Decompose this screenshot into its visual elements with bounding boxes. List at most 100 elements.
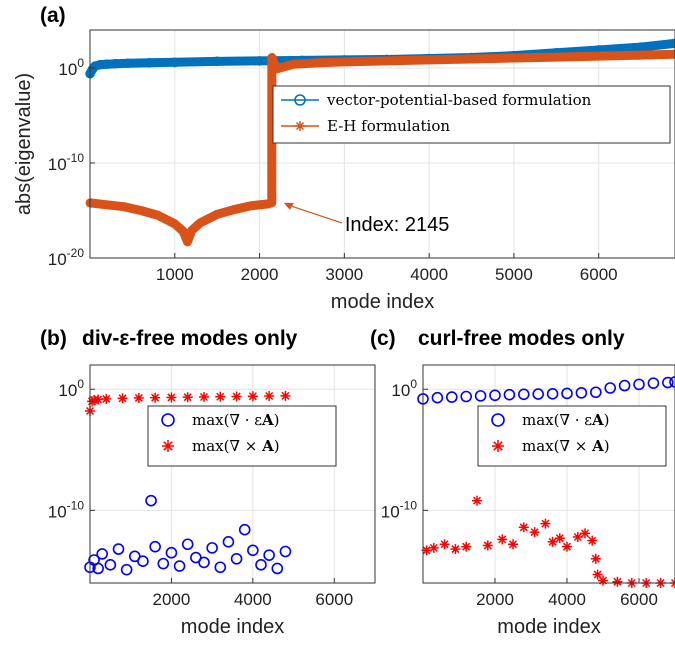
y-tick-label: 10-20 xyxy=(48,246,85,269)
x-tick-label: 4000 xyxy=(234,590,272,609)
data-point-asterisk xyxy=(439,539,450,550)
data-point-asterisk xyxy=(540,518,551,529)
data-point-asterisk-stroke xyxy=(588,536,597,545)
data-point-asterisk xyxy=(518,522,529,533)
data-point-asterisk xyxy=(119,202,128,211)
y-tick-label: 10-10 xyxy=(48,498,85,521)
data-point-asterisk-stroke xyxy=(425,56,433,64)
legend-label: E-H formulation xyxy=(327,117,450,135)
data-point-asterisk xyxy=(272,64,281,73)
data-point-asterisk xyxy=(213,210,222,219)
data-point-circle xyxy=(92,562,104,575)
data-point-circle xyxy=(112,543,125,555)
data-point-circle xyxy=(206,542,218,554)
data-point-asterisk-stroke xyxy=(230,206,238,213)
legend-swatch-marker-stroke xyxy=(493,441,503,451)
data-point-circle xyxy=(145,494,157,507)
data-point-asterisk-stroke xyxy=(179,228,187,235)
data-point-asterisk xyxy=(461,541,472,552)
data-point-asterisk-stroke xyxy=(548,537,557,546)
data-point-asterisk-stroke xyxy=(151,393,160,402)
legend-swatch-marker xyxy=(492,440,504,452)
data-point-asterisk-stroke xyxy=(216,392,225,401)
panel-title: curl-free modes only xyxy=(418,327,625,350)
data-point-asterisk-stroke xyxy=(103,201,111,209)
plot-area xyxy=(90,365,375,583)
data-point-circle xyxy=(633,378,645,391)
data-point-circle xyxy=(670,38,675,49)
axes-box xyxy=(89,364,376,584)
data-point-circle xyxy=(604,382,617,394)
axes-box xyxy=(422,364,675,584)
data-point-asterisk-stroke xyxy=(595,52,603,60)
y-tick-label: 10-10 xyxy=(381,498,418,521)
legend-swatch-marker-stroke xyxy=(163,441,173,451)
data-point-circle xyxy=(255,559,267,571)
data-point-asterisk xyxy=(183,237,192,246)
x-tick-label: 5000 xyxy=(495,265,533,284)
x-axis-label: mode index xyxy=(331,291,434,313)
panel-label: (a) xyxy=(40,4,66,27)
data-point-asterisk xyxy=(472,495,482,506)
data-point-asterisk xyxy=(508,539,518,550)
data-point-asterisk-stroke xyxy=(167,393,176,402)
data-point-circle xyxy=(474,390,487,402)
data-point-asterisk-stroke xyxy=(670,581,675,588)
data-point-asterisk xyxy=(467,54,476,63)
data-point-asterisk xyxy=(247,391,258,402)
data-point-asterisk xyxy=(637,51,646,60)
data-point-asterisk-stroke xyxy=(440,540,449,549)
data-point-circle xyxy=(445,391,458,403)
legend-swatch-marker xyxy=(295,121,305,131)
data-point-circle xyxy=(460,390,473,403)
data-point-circle xyxy=(120,563,133,576)
data-point-circle xyxy=(169,57,180,68)
data-point-asterisk-stroke xyxy=(671,50,675,56)
data-point-asterisk xyxy=(230,205,239,214)
x-tick-label: 1000 xyxy=(156,265,194,284)
data-point-asterisk-stroke xyxy=(248,392,257,401)
data-point-asterisk xyxy=(267,53,276,62)
data-point-asterisk xyxy=(598,575,608,586)
y-axis-label: abs(eigenvalue) xyxy=(13,73,35,215)
data-point-asterisk xyxy=(572,531,583,542)
data-point-asterisk xyxy=(247,201,256,210)
y-tick-label: 100 xyxy=(58,56,84,79)
data-point-asterisk xyxy=(196,218,205,227)
data-point-asterisk-stroke xyxy=(183,393,192,402)
data-point-asterisk-stroke xyxy=(171,220,179,228)
data-point-asterisk xyxy=(170,219,179,228)
data-point-asterisk xyxy=(136,206,145,215)
data-point-asterisk xyxy=(580,528,590,539)
legend-label: max(∇ × A) xyxy=(192,437,280,455)
data-point-asterisk-stroke xyxy=(671,53,675,58)
data-point-asterisk xyxy=(150,392,161,403)
x-tick-label: 6000 xyxy=(620,590,658,609)
annotation-arrowhead xyxy=(283,202,294,210)
data-point-circle xyxy=(254,56,265,66)
panel-b: 2000 4000 6000 100 10-10 mode index (b) div-ε-f… xyxy=(40,327,376,638)
data-point-asterisk-stroke xyxy=(290,60,297,68)
data-point-asterisk-stroke xyxy=(508,540,518,549)
data-point-circle xyxy=(149,540,161,553)
data-point-circle xyxy=(561,387,573,400)
data-point-asterisk xyxy=(289,60,298,69)
data-point-asterisk xyxy=(428,542,439,553)
data-point-asterisk-stroke xyxy=(519,523,528,532)
data-point-circle xyxy=(489,389,501,402)
data-point-asterisk xyxy=(267,198,276,207)
data-point-circle xyxy=(647,377,660,389)
data-point-circle xyxy=(271,562,284,575)
data-point-circle xyxy=(222,536,235,548)
data-point-asterisk xyxy=(552,53,561,62)
data-point-asterisk xyxy=(547,536,558,547)
data-point-asterisk-stroke xyxy=(451,545,460,554)
data-point-asterisk xyxy=(497,534,508,545)
data-point-asterisk xyxy=(133,392,144,403)
data-point-circle xyxy=(431,391,444,404)
x-tick-label: 2000 xyxy=(153,590,191,609)
data-point-asterisk xyxy=(382,56,391,65)
data-point-asterisk-stroke xyxy=(562,542,572,551)
legend-label: max(∇ · εA) xyxy=(192,411,280,429)
legend-swatch-marker xyxy=(162,440,174,452)
